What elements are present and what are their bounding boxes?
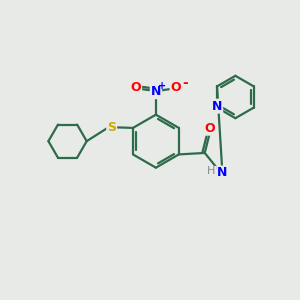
Text: -: - xyxy=(182,76,188,90)
Text: H: H xyxy=(207,167,216,176)
Text: O: O xyxy=(205,122,215,135)
Text: O: O xyxy=(130,81,141,94)
Text: N: N xyxy=(212,100,222,112)
Text: S: S xyxy=(107,121,116,134)
Text: N: N xyxy=(217,167,228,179)
Text: O: O xyxy=(171,81,181,94)
Text: +: + xyxy=(158,81,166,92)
Text: N: N xyxy=(151,85,161,98)
